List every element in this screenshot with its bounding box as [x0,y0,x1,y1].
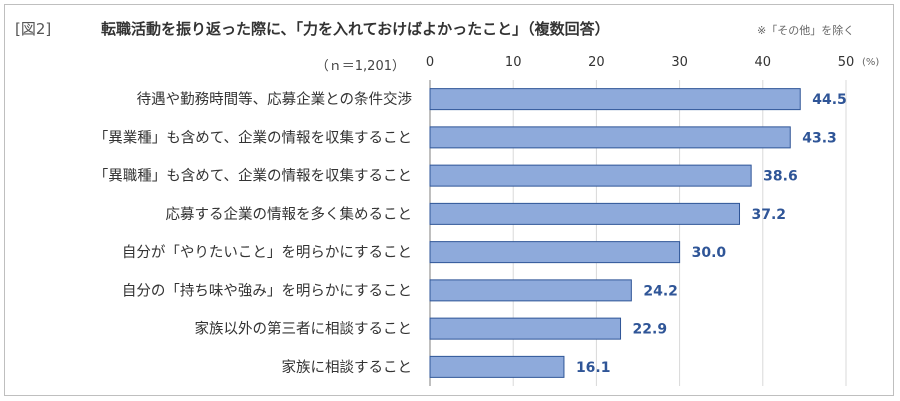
value-label: 38.6 [763,169,798,185]
bar [429,355,565,378]
value-label: 44.5 [812,92,847,108]
bar [429,317,622,340]
value-label: 16.1 [576,360,611,376]
sample-size-label: （ｎ＝1,201） [315,59,405,74]
value-label: 30.0 [692,245,727,261]
category-label: 応募する企業の情報を多く集めること [166,205,413,223]
chart-note: ※「その他」を除く [757,24,855,37]
value-label: 37.2 [752,207,787,223]
x-tick-label: 30 [671,55,688,70]
category-label: 自分の「持ち味や強み」を明らかにすること [122,282,412,299]
category-label: 家族に相談すること [282,359,413,376]
bar [429,164,752,187]
bar [429,88,801,111]
bar [429,241,681,264]
bar [429,126,791,149]
value-label: 24.2 [643,283,678,299]
x-tick-label: 50 [838,55,855,70]
x-tick-label: 0 [426,55,434,70]
figure-label: [図2] [15,20,52,38]
category-label: 自分が「やりたいこと」を明らかにすること [122,244,412,261]
x-axis-unit: (%) [862,57,879,68]
x-tick-label: 10 [505,55,522,70]
value-label: 43.3 [802,130,837,146]
x-tick-label: 20 [588,55,605,70]
value-label: 22.9 [633,322,668,338]
category-label: 待遇や勤務時間等、応募企業との条件交渉 [137,90,412,108]
category-label: 家族以外の第三者に相談すること [195,320,413,338]
bar [429,202,741,225]
category-label: 「異職種」も含めて、企業の情報を収集すること [94,167,412,185]
x-tick-label: 40 [755,55,772,70]
bar [429,279,632,302]
chart-title: 転職活動を振り返った際に、「力を入れておけばよかったこと」（複数回答） [101,20,610,38]
category-label: 「異業種」も含めて、企業の情報を収集すること [94,128,412,146]
